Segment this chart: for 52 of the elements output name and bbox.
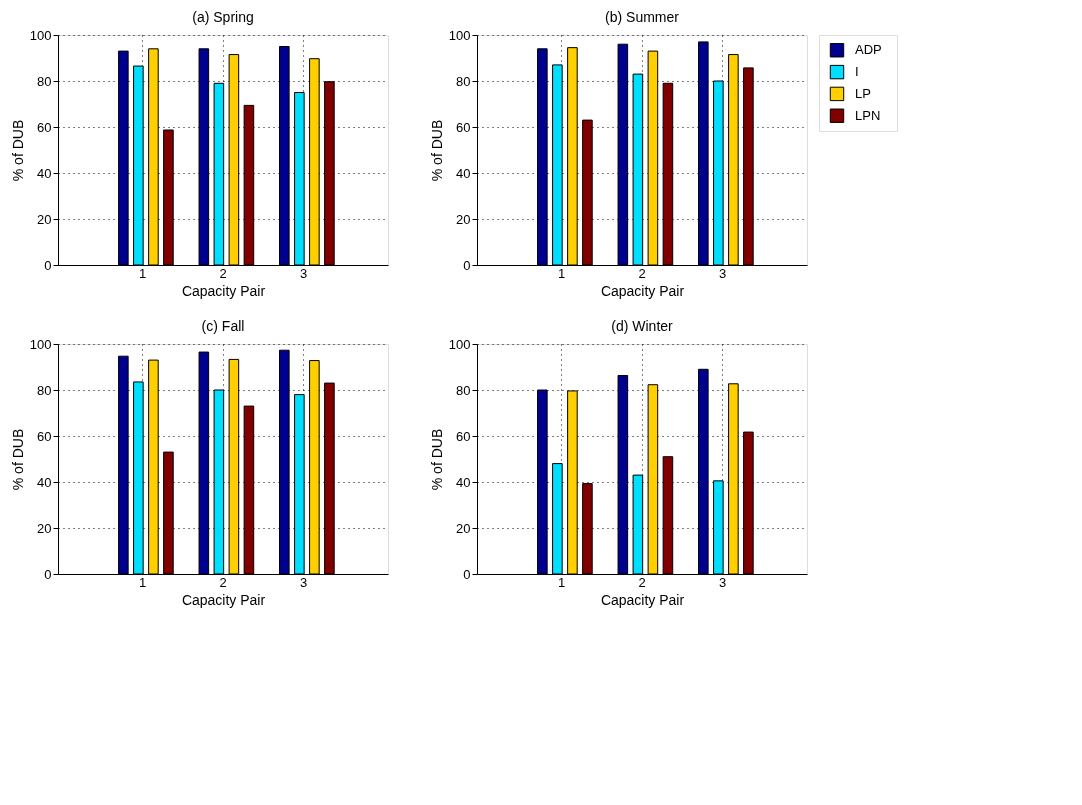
y-tick-label: 20: [37, 520, 52, 536]
y-tick-label: 0: [463, 257, 471, 273]
x-tick-label: 1: [138, 265, 147, 281]
legend-label: LPN: [855, 107, 881, 123]
y-tick-label: 80: [456, 73, 471, 89]
y-tick-label: 60: [456, 119, 471, 135]
y-axis-title: % of DUB: [428, 428, 445, 491]
y-tick-label: 60: [456, 428, 471, 444]
x-axis-title: Capacity Pair: [181, 282, 266, 299]
y-tick-label: 60: [37, 119, 52, 135]
y-tick-label: 40: [456, 165, 471, 181]
x-tick-label: 1: [138, 574, 147, 590]
x-tick-label: 3: [299, 265, 308, 281]
x-axis-title: Capacity Pair: [600, 591, 685, 608]
chart-title: (d) Winter: [611, 318, 674, 334]
x-axis-title: Capacity Pair: [181, 591, 266, 608]
legend-label: I: [855, 64, 859, 80]
y-tick-label: 0: [463, 566, 471, 582]
chart-title: (c) Fall: [201, 318, 245, 334]
y-axis-title: % of DUB: [9, 119, 26, 182]
y-tick-label: 100: [29, 336, 52, 352]
y-tick-label: 100: [29, 27, 52, 43]
y-tick-label: 40: [456, 474, 471, 490]
y-tick-label: 60: [37, 428, 52, 444]
chart-title: (a) Spring: [192, 9, 254, 25]
x-axis-title: Capacity Pair: [600, 282, 685, 299]
y-tick-label: 20: [456, 520, 471, 536]
y-tick-label: 40: [37, 165, 52, 181]
y-tick-label: 0: [44, 257, 52, 273]
x-tick-label: 2: [638, 265, 646, 281]
y-tick-label: 100: [448, 27, 471, 43]
legend-label: LP: [855, 85, 871, 101]
y-tick-label: 80: [37, 73, 52, 89]
y-tick-label: 80: [456, 382, 471, 398]
y-axis-title: % of DUB: [9, 428, 26, 491]
chart-title: (b) Summer: [605, 9, 680, 25]
x-tick-label: 1: [557, 574, 566, 590]
legend-label: ADP: [855, 42, 882, 58]
y-tick-label: 0: [44, 566, 52, 582]
x-tick-label: 1: [557, 265, 566, 281]
x-tick-label: 2: [219, 265, 227, 281]
x-tick-label: 2: [219, 574, 227, 590]
x-tick-label: 3: [718, 265, 727, 281]
x-tick-label: 3: [718, 574, 727, 590]
y-axis-title: % of DUB: [428, 119, 445, 182]
x-tick-label: 3: [299, 574, 308, 590]
y-tick-label: 40: [37, 474, 52, 490]
y-tick-label: 100: [448, 336, 471, 352]
y-tick-label: 20: [456, 211, 471, 227]
y-tick-label: 80: [37, 382, 52, 398]
x-tick-label: 2: [638, 574, 646, 590]
y-tick-label: 20: [37, 211, 52, 227]
